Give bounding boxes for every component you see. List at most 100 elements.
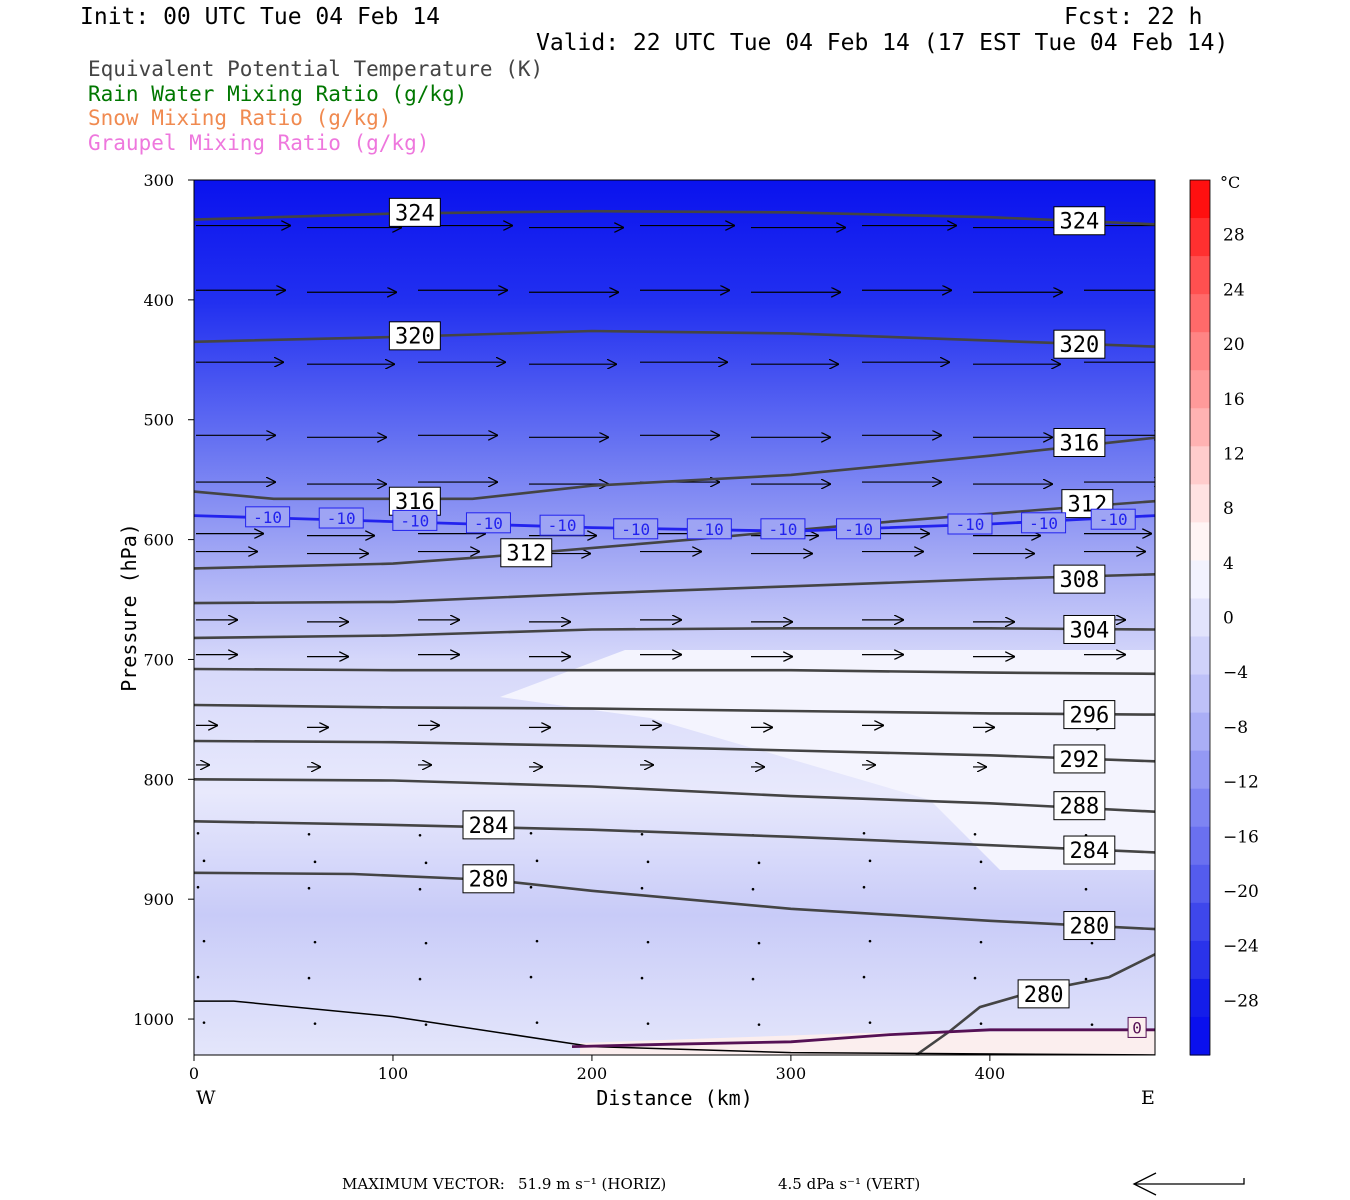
wind-vector-dot [196, 885, 200, 889]
colorbar-tick-label: −12 [1223, 773, 1259, 793]
isotherm-label-box [392, 509, 438, 531]
theta-e-line [915, 953, 1155, 1055]
colorbar-swatch [1190, 826, 1210, 866]
wind-vector-dot [646, 860, 650, 864]
colorbar-swatch [1190, 750, 1210, 790]
colorbar-swatch [1190, 674, 1210, 714]
contour-label-box [1053, 206, 1106, 236]
contour-label-box [1053, 791, 1106, 821]
axes: 300 400 500 600 700 800 900 1000 0 100 200 300 400 W E… [117, 171, 1155, 1110]
colorbar-swatch [1190, 484, 1210, 523]
wind-vector-dot [757, 941, 761, 945]
contour-label-box [1063, 911, 1116, 941]
wind-vector-dot [313, 940, 317, 944]
isotherm-label: -10 [327, 509, 356, 528]
contour-label: 280 [1069, 914, 1109, 939]
contour-label: 308 [1060, 568, 1100, 593]
isotherm-label-box [836, 518, 882, 540]
theta-e-line [194, 820, 1155, 854]
contour-label: 324 [1060, 210, 1100, 235]
y-axis-title: Pressure (hPa) [117, 523, 141, 692]
x-axis-title: Distance (km) [596, 1086, 753, 1110]
isotherm-label: -10 [956, 515, 985, 534]
colorbar-swatch [1190, 978, 1210, 1018]
wind-vector-dot [979, 1022, 983, 1025]
init-time: Init: 00 UTC Tue 04 Feb 14 [80, 4, 441, 30]
wind-vector-dot [646, 940, 650, 944]
isotherm-label: 0 [1132, 1018, 1142, 1037]
isotherm-label-box [1090, 508, 1136, 530]
isotherm-label-box [1127, 1016, 1147, 1038]
theta-e-line [194, 627, 1155, 640]
wind-vector-dot [1084, 887, 1088, 891]
wind-vector-dot [973, 976, 977, 980]
wind-vector-dot [202, 939, 206, 943]
wind-vector-dot [418, 977, 422, 981]
isotherm-label-box [465, 512, 511, 534]
colorbar-swatch [1190, 370, 1210, 409]
contour-label-box [462, 864, 515, 894]
colorbar-tick-label: −8 [1223, 718, 1248, 738]
legend-snow: Snow Mixing Ratio (g/kg) [88, 106, 392, 130]
y-tick-label: 300 [143, 171, 174, 190]
plot-area [194, 180, 1155, 1055]
contour-label: 312 [506, 542, 546, 567]
isotherm-label-box [613, 518, 659, 540]
colorbar-swatch [1190, 256, 1210, 295]
colorbar-swatch [1190, 218, 1210, 257]
contour-label: 316 [1060, 431, 1100, 456]
wind-vector-dot [757, 861, 761, 865]
contour-label-box [1063, 835, 1116, 865]
theta-e-line [194, 739, 1155, 763]
warm-light-region [500, 650, 1155, 870]
colorbar-swatch [1190, 332, 1210, 371]
wind-vector-dot [424, 1023, 428, 1026]
contour-label-box [500, 538, 553, 568]
x-tick-label: 200 [577, 1064, 608, 1083]
contour-label: 280 [1024, 983, 1064, 1008]
temperature-fill [194, 180, 1155, 1055]
max-vector-vert: 4.5 dPa s⁻¹ (VERT) [778, 1175, 921, 1193]
y-tick-label: 900 [143, 890, 174, 909]
y-tick-label: 500 [143, 411, 174, 430]
colorbar-swatch [1190, 940, 1210, 980]
legend-rain-water: Rain Water Mixing Ratio (g/kg) [88, 82, 468, 106]
colorbar-tick-label: 28 [1223, 226, 1245, 246]
x-right-end-label: E [1141, 1087, 1155, 1109]
wind-vector-dot [424, 941, 428, 945]
isotherm-label-box [686, 518, 732, 540]
y-tick-label: 700 [143, 650, 174, 669]
isotherm-label: -10 [253, 508, 282, 527]
y-tick-label: 600 [143, 531, 174, 550]
contour-label-box [388, 321, 441, 351]
colorbar-swatch [1190, 522, 1210, 562]
wind-vector-dot [307, 886, 311, 890]
wind-vector-dot [868, 939, 872, 943]
colorbar-tick-label: 8 [1223, 499, 1234, 519]
wind-vector-dot [535, 1021, 539, 1024]
wind-vector-dot [862, 885, 866, 889]
wind-vector-dot [751, 887, 755, 891]
contour-label-box [1063, 614, 1116, 644]
contour-label: 288 [1060, 795, 1100, 820]
wind-vector-dot [1084, 977, 1088, 981]
theta-e-line [194, 436, 1155, 501]
wind-vector-dot [418, 887, 422, 891]
wind-vector-dot [535, 939, 539, 943]
near-surface-warm [580, 1030, 1155, 1055]
colorbar-tick-label: 24 [1223, 280, 1245, 300]
x-tick-label: 300 [776, 1064, 807, 1083]
contour-label: 296 [1069, 704, 1109, 729]
colorbar-swatch [1190, 864, 1210, 904]
isotherm-label-box [318, 507, 364, 529]
x-tick-label: 100 [378, 1064, 409, 1083]
legend-graupel: Graupel Mixing Ratio (g/kg) [88, 131, 430, 155]
wind-vector-dot [202, 859, 206, 863]
max-vector-horiz: 51.9 m s⁻¹ (HORIZ) [518, 1175, 667, 1193]
wind-vector-dot [979, 940, 983, 944]
wind-vector-dot [1090, 1023, 1094, 1026]
colorbar-unit: °C [1220, 173, 1240, 192]
x-tick-label: 400 [975, 1064, 1006, 1083]
theta-e-line [194, 778, 1155, 813]
isotherm-label: -10 [1099, 510, 1128, 529]
